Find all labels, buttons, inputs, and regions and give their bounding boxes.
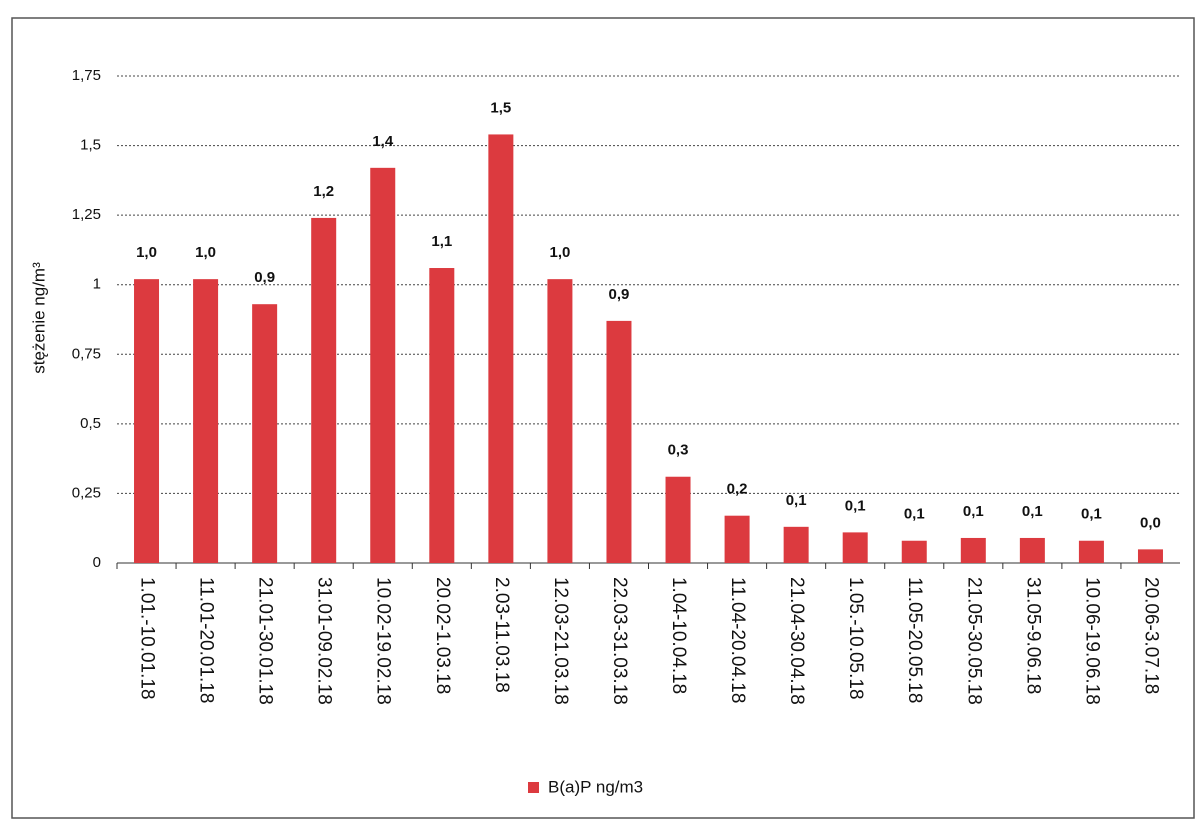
x-tick-label: 31.05-9.06.18 xyxy=(1022,577,1043,694)
data-label: 0,1 xyxy=(786,492,807,509)
y-tick-label: 0 xyxy=(93,554,101,571)
bar xyxy=(429,268,455,563)
bar xyxy=(724,515,750,563)
bar xyxy=(547,279,573,563)
bar xyxy=(960,537,986,563)
data-label: 0,9 xyxy=(254,269,275,286)
x-tick-label: 12.03-21.03.18 xyxy=(550,577,571,705)
x-tick-label: 11.04-20.04.18 xyxy=(727,577,748,703)
data-label: 0,0 xyxy=(1140,514,1161,531)
data-label: 0,1 xyxy=(1081,506,1102,523)
legend-label: B(a)P ng/m3 xyxy=(548,777,643,796)
x-tick-label: 21.05-30.05.18 xyxy=(963,577,984,705)
bar xyxy=(1078,540,1104,563)
y-axis-label: stężenie ng/m³ xyxy=(29,262,48,374)
x-tick-label: 10.02-19.02.18 xyxy=(373,577,394,705)
data-label: 1,0 xyxy=(195,244,216,261)
x-tick-label: 22.03-31.03.18 xyxy=(609,577,630,705)
y-tick-label: 1,5 xyxy=(80,137,101,154)
data-label: 1,4 xyxy=(372,133,394,150)
y-tick-label: 1,75 xyxy=(72,67,101,84)
bar xyxy=(193,279,219,563)
x-tick-label: 21.01-30.01.18 xyxy=(255,577,276,705)
x-tick-label: 1.04-10.04.18 xyxy=(668,577,689,694)
x-tick-label: 20.06-3.07.18 xyxy=(1140,577,1161,694)
x-tick-label: 10.06-19.06.18 xyxy=(1081,577,1102,705)
data-label: 1,1 xyxy=(431,233,452,250)
bar xyxy=(901,540,927,563)
bar xyxy=(1137,549,1163,563)
data-label: 0,1 xyxy=(845,497,866,514)
x-tick-label: 1.05.-10.05.18 xyxy=(845,577,866,700)
data-label: 0,9 xyxy=(609,286,630,303)
chart-border xyxy=(11,17,1195,819)
bar xyxy=(842,532,868,563)
data-label: 0,1 xyxy=(963,503,984,520)
bar xyxy=(311,217,337,563)
data-label: 1,0 xyxy=(136,244,157,261)
data-label: 0,2 xyxy=(727,481,748,498)
data-label: 1,2 xyxy=(313,183,334,200)
bar xyxy=(252,304,278,563)
bar xyxy=(370,167,396,563)
x-tick-label: 2.03-11.03.18 xyxy=(491,577,512,693)
x-tick-label: 1.01.-10.01.18 xyxy=(137,577,158,700)
data-label: 0,1 xyxy=(1022,503,1043,520)
bar xyxy=(783,526,809,563)
y-tick-label: 1,25 xyxy=(72,206,101,223)
bar xyxy=(665,476,691,563)
data-label: 1,0 xyxy=(549,244,570,261)
legend-swatch xyxy=(528,782,539,793)
y-tick-label: 0,25 xyxy=(72,484,101,501)
x-tick-label: 31.01-09.02.18 xyxy=(314,577,335,705)
y-tick-label: 0,5 xyxy=(80,415,101,432)
data-label: 0,3 xyxy=(668,442,689,459)
data-label: 0,1 xyxy=(904,506,925,523)
y-tick-label: 0,75 xyxy=(72,345,101,362)
data-label: 1,5 xyxy=(490,99,511,116)
x-tick-label: 21.04-30.04.18 xyxy=(786,577,807,705)
x-tick-label: 11.01-20.01.18 xyxy=(196,577,217,703)
y-tick-label: 1 xyxy=(93,276,101,293)
x-tick-label: 11.05-20.05.18 xyxy=(904,577,925,703)
bar xyxy=(488,134,514,563)
bar xyxy=(606,320,632,563)
x-tick-label: 20.02-1.03.18 xyxy=(432,577,453,694)
bar xyxy=(134,279,160,563)
bar xyxy=(1019,537,1045,563)
